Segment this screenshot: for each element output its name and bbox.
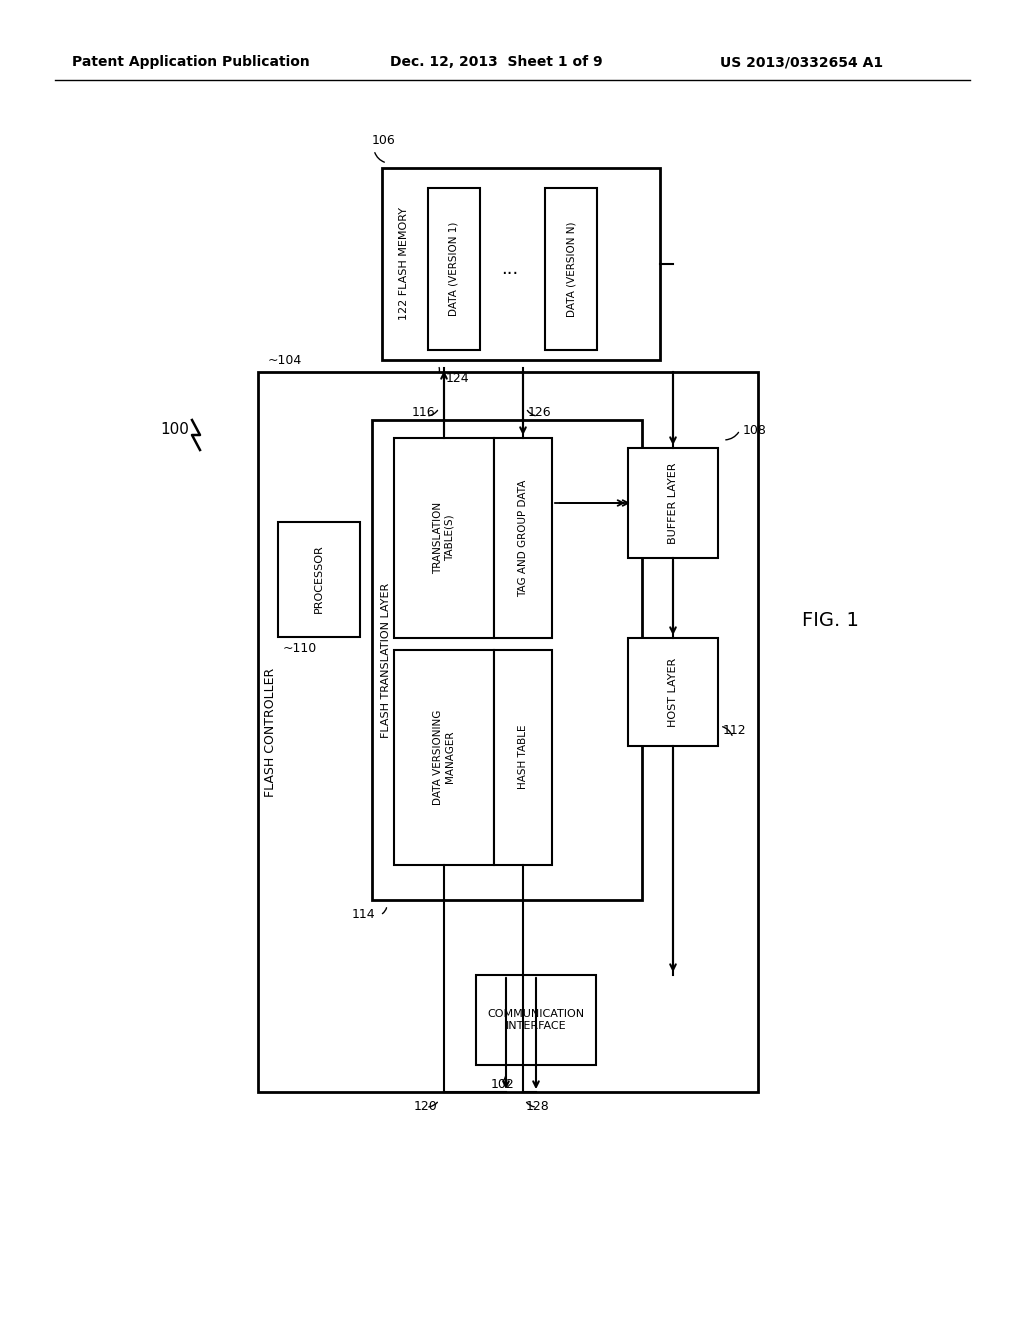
Bar: [278, 521, 360, 638]
Text: FIG. 1: FIG. 1: [802, 610, 858, 630]
Text: TRANSLATION
TABLE(S): TRANSLATION TABLE(S): [433, 502, 455, 574]
Text: HOST LAYER: HOST LAYER: [668, 657, 678, 726]
Text: 128: 128: [526, 1101, 550, 1114]
Bar: [545, 187, 597, 350]
Text: 120: 120: [414, 1101, 437, 1114]
Text: PROCESSOR: PROCESSOR: [314, 545, 324, 614]
Text: 102: 102: [490, 1078, 515, 1092]
Text: 112: 112: [723, 725, 746, 738]
Text: ~110: ~110: [283, 643, 317, 656]
Text: HASH TABLE: HASH TABLE: [518, 725, 528, 789]
Bar: [394, 438, 494, 638]
Text: BUFFER LAYER: BUFFER LAYER: [668, 462, 678, 544]
Bar: [494, 649, 552, 865]
Bar: [628, 447, 718, 558]
Text: 106: 106: [372, 133, 395, 147]
Bar: [476, 975, 596, 1065]
Text: Dec. 12, 2013  Sheet 1 of 9: Dec. 12, 2013 Sheet 1 of 9: [390, 55, 603, 69]
Text: Patent Application Publication: Patent Application Publication: [72, 55, 309, 69]
Text: DATA VERSIONING
MANAGER: DATA VERSIONING MANAGER: [433, 709, 455, 805]
Bar: [382, 168, 660, 360]
Text: 100: 100: [160, 422, 188, 437]
Text: DATA (VERSION N): DATA (VERSION N): [566, 222, 575, 317]
Bar: [258, 372, 758, 1092]
Text: ~104: ~104: [268, 354, 302, 367]
Text: DATA (VERSION 1): DATA (VERSION 1): [449, 222, 459, 317]
Text: ...: ...: [502, 260, 518, 279]
Text: 126: 126: [528, 405, 552, 418]
Text: 116: 116: [412, 405, 435, 418]
Text: COMMUNICATION
INTERFACE: COMMUNICATION INTERFACE: [487, 1010, 585, 1031]
Bar: [428, 187, 480, 350]
Bar: [628, 638, 718, 746]
Text: 124: 124: [446, 371, 470, 384]
Text: TAG AND GROUP DATA: TAG AND GROUP DATA: [518, 479, 528, 597]
Text: FLASH TRANSLATION LAYER: FLASH TRANSLATION LAYER: [381, 582, 391, 738]
Bar: [372, 420, 642, 900]
Bar: [394, 649, 494, 865]
Text: 114: 114: [352, 908, 376, 921]
Text: 108: 108: [743, 424, 767, 437]
Text: FLASH CONTROLLER: FLASH CONTROLLER: [264, 668, 278, 797]
Text: US 2013/0332654 A1: US 2013/0332654 A1: [720, 55, 883, 69]
Text: 122 FLASH MEMORY: 122 FLASH MEMORY: [399, 207, 409, 321]
Bar: [494, 438, 552, 638]
